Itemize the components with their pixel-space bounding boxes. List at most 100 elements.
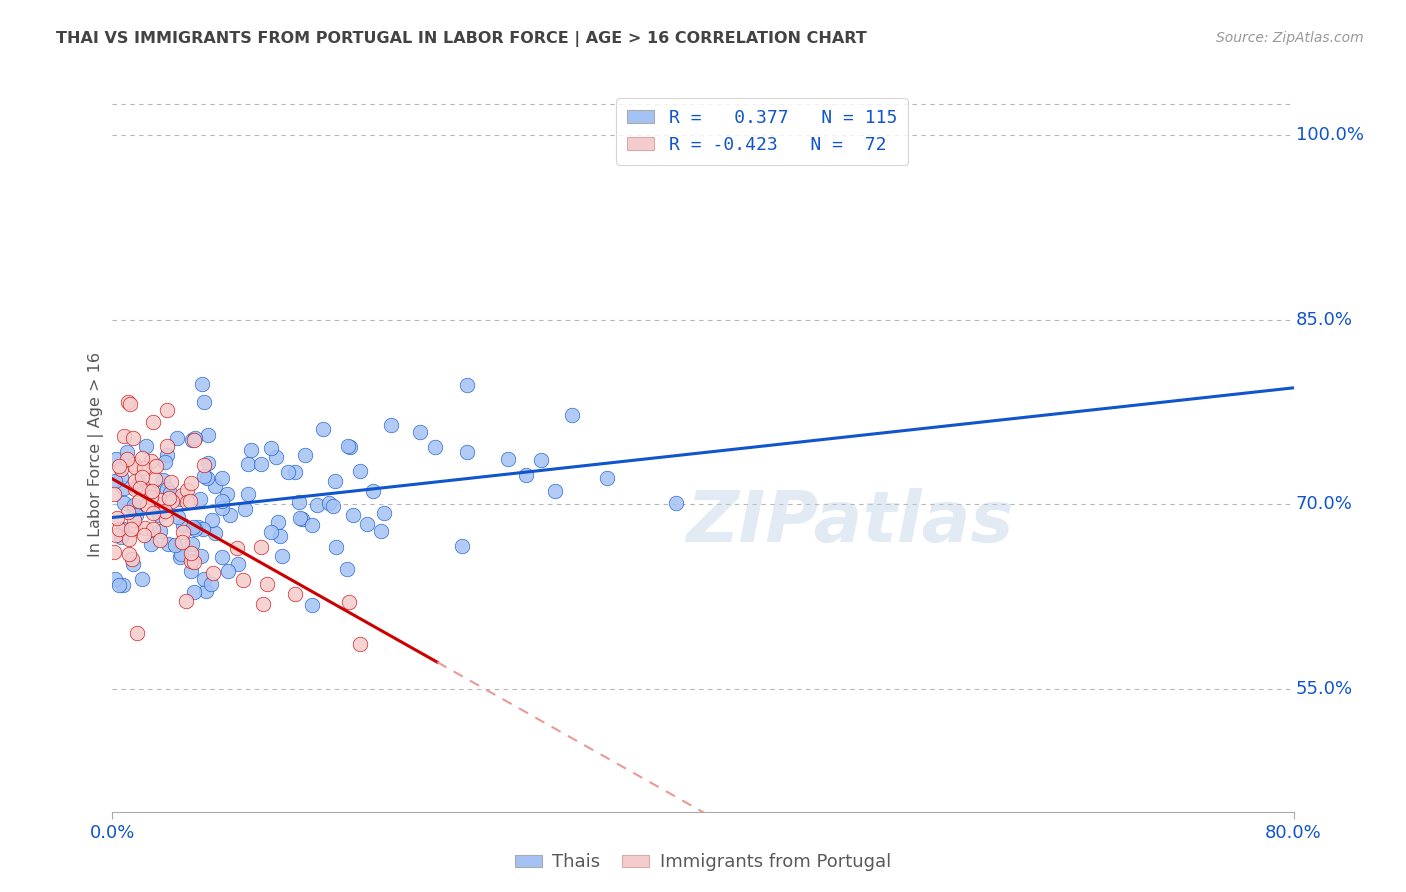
- Point: [104, 528, 127, 542]
- Point: [183, 434, 205, 448]
- Point: [135, 439, 157, 453]
- Point: [118, 532, 141, 546]
- Point: [155, 455, 177, 469]
- Point: [456, 445, 478, 459]
- Point: [194, 583, 217, 598]
- Point: [239, 442, 262, 457]
- Point: [451, 539, 474, 553]
- Point: [301, 518, 323, 533]
- Point: [356, 517, 378, 532]
- Legend: R =   0.377   N = 115, R = -0.423   N =  72: R = 0.377 N = 115, R = -0.423 N = 72: [616, 98, 908, 165]
- Point: [176, 495, 198, 509]
- Text: ZIPatlas: ZIPatlas: [688, 488, 1014, 558]
- Point: [277, 465, 299, 479]
- Point: [122, 513, 145, 527]
- Point: [380, 417, 402, 432]
- Point: [349, 637, 371, 651]
- Point: [193, 522, 215, 536]
- Point: [124, 521, 146, 535]
- Point: [179, 494, 201, 508]
- Point: [157, 491, 180, 505]
- Point: [156, 483, 179, 497]
- Y-axis label: In Labor Force | Age > 16: In Labor Force | Age > 16: [89, 352, 104, 558]
- Point: [117, 451, 139, 466]
- Point: [323, 475, 346, 489]
- Point: [128, 476, 150, 491]
- Point: [152, 474, 174, 488]
- Point: [131, 451, 153, 466]
- Point: [170, 547, 193, 561]
- Point: [129, 481, 152, 495]
- Point: [284, 587, 307, 601]
- Point: [149, 524, 172, 539]
- Text: 85.0%: 85.0%: [1296, 310, 1353, 328]
- Point: [349, 464, 371, 478]
- Point: [197, 427, 219, 442]
- Point: [259, 441, 281, 455]
- Point: [132, 528, 155, 542]
- Point: [107, 578, 129, 592]
- Text: 100.0%: 100.0%: [1296, 126, 1364, 144]
- Legend: Thais, Immigrants from Portugal: Thais, Immigrants from Portugal: [508, 847, 898, 879]
- Point: [236, 457, 259, 471]
- Point: [284, 465, 307, 479]
- Point: [142, 522, 165, 536]
- Point: [233, 502, 256, 516]
- Point: [250, 457, 273, 471]
- Point: [183, 585, 205, 599]
- Point: [117, 505, 139, 519]
- Point: [110, 530, 132, 544]
- Point: [110, 470, 132, 484]
- Point: [156, 438, 179, 452]
- Point: [217, 564, 239, 578]
- Point: [125, 626, 148, 640]
- Point: [103, 487, 125, 501]
- Point: [163, 538, 186, 552]
- Point: [190, 376, 212, 391]
- Point: [148, 508, 170, 522]
- Point: [250, 540, 273, 554]
- Point: [103, 544, 125, 558]
- Point: [181, 520, 204, 534]
- Point: [159, 486, 181, 500]
- Point: [260, 525, 283, 540]
- Point: [105, 451, 128, 466]
- Point: [361, 484, 384, 499]
- Point: [153, 504, 176, 518]
- Point: [105, 511, 128, 525]
- Point: [172, 518, 194, 533]
- Text: THAI VS IMMIGRANTS FROM PORTUGAL IN LABOR FORCE | AGE > 16 CORRELATION CHART: THAI VS IMMIGRANTS FROM PORTUGAL IN LABO…: [56, 31, 868, 47]
- Point: [202, 566, 225, 581]
- Point: [180, 546, 202, 560]
- Point: [291, 511, 314, 525]
- Point: [256, 576, 278, 591]
- Point: [423, 441, 446, 455]
- Point: [122, 431, 145, 445]
- Point: [141, 484, 163, 499]
- Point: [530, 453, 553, 467]
- Point: [307, 498, 329, 512]
- Text: 55.0%: 55.0%: [1296, 680, 1353, 698]
- Point: [124, 482, 146, 496]
- Point: [180, 554, 202, 568]
- Point: [142, 415, 165, 429]
- Point: [336, 439, 359, 453]
- Point: [107, 458, 129, 473]
- Point: [143, 472, 166, 486]
- Point: [197, 456, 219, 470]
- Point: [176, 483, 198, 497]
- Point: [215, 487, 238, 501]
- Point: [409, 425, 432, 439]
- Point: [183, 522, 205, 536]
- Point: [155, 512, 177, 526]
- Point: [172, 535, 194, 549]
- Point: [122, 498, 145, 512]
- Point: [218, 508, 240, 522]
- Point: [211, 494, 233, 508]
- Point: [200, 577, 222, 591]
- Point: [288, 510, 311, 524]
- Point: [110, 462, 132, 476]
- Point: [104, 572, 127, 586]
- Point: [269, 529, 291, 543]
- Point: [134, 521, 156, 535]
